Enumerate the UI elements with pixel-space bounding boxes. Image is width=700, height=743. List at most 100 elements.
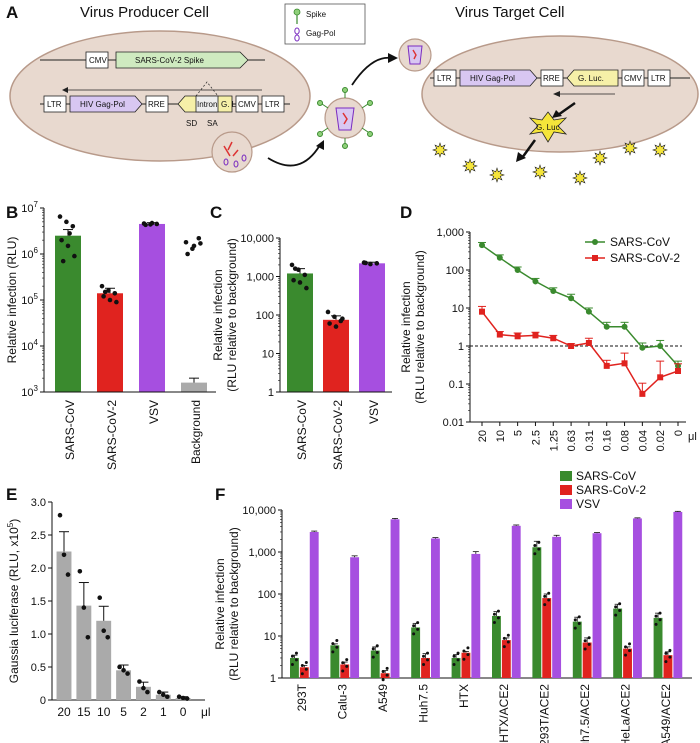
budding-virion [211, 131, 253, 173]
bar-sars-cov [55, 235, 81, 392]
y-tick-label: 10 [264, 631, 276, 643]
data-point-1 [675, 367, 681, 374]
data-point [426, 658, 430, 662]
bar-293t/ace2-1 [542, 598, 552, 678]
data-point [654, 622, 658, 626]
panel-f-letter: F [215, 485, 225, 504]
data-point [294, 658, 298, 662]
data-point [381, 678, 385, 682]
bar-vsv [359, 263, 385, 392]
chart-f: 1 10 100 1,000 10,000 Relative infection (RLU … [213, 469, 692, 743]
x-tick-label: Background [189, 400, 203, 464]
data-point-1 [621, 360, 628, 367]
gluc-star-icon-0 [432, 142, 448, 158]
arrow-1 [267, 144, 321, 167]
data-point-0 [479, 242, 485, 249]
y-axis-label-line1: Relative infection [211, 269, 225, 360]
data-point [658, 618, 662, 622]
data-point [112, 290, 118, 296]
data-point [183, 239, 189, 245]
bar-293t/ace2-2 [552, 536, 562, 678]
data-point [412, 632, 416, 636]
data-point [101, 294, 106, 299]
x-tick-label: SARS-CoV-2 [105, 400, 119, 470]
spike-gene-box [115, 51, 249, 69]
gluc-burst-icon [528, 111, 568, 143]
panel-d-letter: D [400, 203, 412, 222]
y-tick-label: 10,000 [242, 505, 276, 517]
data-point-0 [496, 254, 503, 261]
data-point [416, 621, 420, 625]
y-tick-label: 10 [452, 303, 464, 315]
data-point-1 [550, 335, 557, 342]
data-point [300, 664, 304, 668]
y-tick-label: 1,000 [248, 547, 276, 559]
x-tick-label: 0 [673, 430, 685, 436]
data-point [125, 671, 130, 676]
x-tick-label: HeLa/ACE2 [618, 684, 632, 743]
y-tick-label: 1 [268, 387, 274, 399]
bar-a549-2 [390, 519, 400, 678]
panel-a: A Virus Producer Cell Virus Target Cell … [6, 3, 699, 186]
x-tick-label: 10 [495, 430, 507, 442]
x-tick-label: SARS-CoV [295, 400, 309, 460]
x-tick-label: 20 [477, 430, 489, 442]
y-tick-label: 10 [262, 349, 274, 361]
entering-virion [398, 38, 432, 72]
data-point [331, 650, 335, 654]
arrow-3 [557, 101, 576, 117]
panel-c-letter: C [210, 203, 222, 222]
bar-htx/ace2-1 [501, 640, 511, 678]
data-point [60, 258, 66, 264]
y-tick-label: 107 [21, 200, 38, 215]
bar-calu-3-0 [330, 645, 340, 678]
data-point-0 [532, 278, 539, 285]
data-point [533, 543, 537, 547]
x-tick-label: A549 [376, 684, 390, 712]
producer-cmv2-label: CMV [238, 100, 256, 109]
y-tick-label: 2.0 [31, 563, 46, 575]
data-point [375, 650, 379, 654]
x-tick-label: 2.5 [530, 430, 542, 445]
target-gagpol-label: HIV Gag-Pol [470, 74, 515, 83]
legend-swatch-0 [560, 471, 572, 481]
producer-intron-label: Intron [197, 100, 217, 109]
bar-calu-3-2 [350, 557, 360, 678]
data-point [345, 658, 349, 662]
data-point [57, 214, 63, 219]
data-point [291, 277, 296, 283]
chart-c: 1 10 100 1,000 10,000 Relative infection (RLU … [211, 233, 392, 470]
data-point [292, 266, 298, 271]
x-tick-label: 0.08 [620, 430, 632, 451]
bar-a549/ace2-0 [653, 617, 663, 678]
target-ltr2-label: LTR [651, 74, 666, 83]
y-tick-label: 104 [21, 338, 38, 353]
chart-b: 103 104 105 106 107 Relative infection (RLU) S… [5, 200, 216, 470]
y-tick-label: 10,000 [240, 233, 274, 245]
bar-sars-cov-2 [323, 319, 349, 392]
data-point [99, 283, 105, 289]
x-tick-label: Huh7.5 [416, 684, 430, 723]
legend-label-1: SARS-CoV-2 [576, 483, 646, 497]
data-point [70, 224, 76, 229]
data-point [302, 272, 308, 278]
data-point [290, 654, 294, 658]
data-point [466, 653, 470, 657]
data-point [614, 605, 618, 609]
data-point [654, 614, 658, 618]
data-point [57, 512, 63, 518]
data-point [573, 626, 577, 630]
y-tick-label: 0.1 [449, 379, 464, 391]
data-point [341, 661, 345, 665]
producer-spike-label: SARS-CoV-2 Spike [135, 56, 204, 65]
data-point [77, 569, 83, 574]
x-tick-label: 10 [97, 705, 111, 719]
data-point [412, 624, 416, 628]
data-point [422, 654, 426, 658]
data-point [628, 649, 632, 653]
data-point [107, 297, 113, 303]
data-point [290, 662, 294, 666]
data-point [196, 235, 202, 241]
y-tick-label: 0 [40, 695, 46, 707]
